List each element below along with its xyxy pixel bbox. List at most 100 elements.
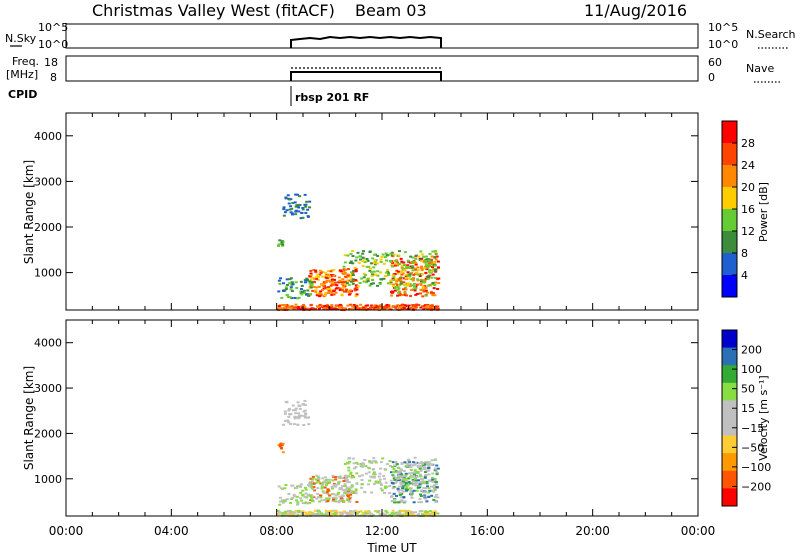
range-gate-cell (363, 512, 367, 515)
range-gate-cell (283, 511, 287, 514)
range-gate-cell (362, 276, 366, 279)
range-gate-cell (431, 294, 435, 297)
range-gate-cell (414, 306, 418, 309)
range-gate-cell (309, 278, 313, 281)
range-gate-cell (310, 281, 314, 284)
range-gate-cell (405, 278, 409, 281)
range-gate-cell (374, 461, 378, 464)
range-gate-cell (318, 295, 322, 298)
range-gate-cell (338, 269, 342, 272)
range-gate-cell (422, 281, 426, 284)
range-gate-cell (435, 307, 439, 310)
range-gate-cell (411, 265, 415, 268)
range-gate-cell (316, 487, 320, 490)
range-gate-cell (364, 510, 368, 513)
range-gate-cell (323, 307, 327, 310)
range-gate-cell (424, 305, 428, 308)
range-gate-cell (322, 491, 326, 494)
range-gate-cell (300, 293, 304, 296)
range-gate-cell (297, 414, 301, 417)
range-gate-cell (368, 307, 372, 310)
range-gate-cell (402, 307, 406, 310)
range-gate-cell (429, 292, 433, 295)
range-gate-cell (330, 291, 334, 294)
range-gate-cell (317, 513, 321, 516)
colorbar-swatch (722, 470, 737, 489)
range-gate-cell (373, 253, 377, 256)
range-gate-cell (324, 287, 328, 290)
range-gate-cell (372, 457, 376, 460)
range-gate-cell (303, 416, 307, 419)
range-gate-cell (414, 293, 418, 296)
range-gate-cell (430, 255, 434, 258)
range-gate-cell (295, 495, 299, 498)
range-gate-cell (340, 293, 344, 296)
range-gate-cell (369, 475, 373, 478)
range-gate-cell (411, 514, 415, 517)
range-gate-cell (277, 243, 281, 246)
range-gate-cell (330, 304, 334, 307)
range-gate-cell (330, 283, 334, 286)
range-gate-cell (379, 271, 383, 274)
range-gate-cell (391, 509, 395, 512)
range-gate-cell (309, 483, 313, 486)
range-gate-cell (342, 290, 346, 293)
velocity-colorbar-frame (721, 329, 738, 507)
range-gate-cell (430, 283, 434, 286)
range-gate-cell (299, 497, 303, 500)
range-gate-cell (397, 501, 401, 504)
range-gate-cell (400, 500, 404, 503)
range-gate-cell (327, 481, 331, 484)
range-gate-cell (364, 472, 368, 475)
colorbar-tick-label: 15 (741, 402, 755, 415)
range-gate-cell (405, 489, 409, 492)
range-gate-cell (349, 471, 353, 474)
range-gate-cell (433, 458, 437, 461)
range-gate-cell (392, 470, 396, 473)
range-gate-cell (330, 493, 334, 496)
range-gate-cell (349, 496, 353, 499)
range-gate-cell (321, 490, 325, 493)
range-gate-cell (388, 464, 392, 467)
range-gate-cell (396, 272, 400, 275)
range-gate-cell (423, 494, 427, 497)
range-gate-cell (308, 200, 312, 203)
range-gate-cell (419, 288, 423, 291)
range-gate-cell (409, 491, 413, 494)
range-gate-cell (397, 489, 401, 492)
range-gate-cell (431, 292, 435, 295)
range-gate-cell (397, 512, 401, 515)
colorbar-tick-label: 28 (741, 137, 755, 150)
range-gate-cell (424, 260, 428, 263)
range-gate-cell (405, 267, 409, 270)
range-gate-cell (300, 512, 304, 515)
range-gate-cell (331, 496, 335, 499)
range-gate-cell (423, 471, 427, 474)
range-gate-cell (404, 286, 408, 289)
range-gate-cell (389, 279, 393, 282)
range-gate-cell (310, 480, 314, 483)
range-gate-cell (349, 511, 353, 514)
range-gate-cell (418, 480, 422, 483)
range-gate-cell (418, 274, 422, 277)
range-gate-cell (427, 464, 431, 467)
freq-right-tick-top: 60 (708, 56, 722, 69)
range-gate-cell (309, 274, 313, 277)
range-gate-cell (421, 513, 425, 516)
range-gate-cell (293, 417, 297, 420)
range-gate-cell (379, 258, 383, 261)
range-gate-cell (427, 512, 431, 515)
velocity-x-ticks: 00:00 04:00 08:00 12:00 16:00 20:00 00:00 (49, 320, 715, 538)
range-gate-cell (345, 486, 349, 489)
velocity-colorbar-label: Velocity [m s⁻¹] (757, 375, 770, 460)
noise-right-label: N.Search (746, 28, 796, 41)
range-gate-cell (400, 488, 404, 491)
range-gate-cell (291, 409, 295, 412)
range-gate-cell (308, 513, 312, 516)
range-gate-cell (326, 291, 330, 294)
range-gate-cell (387, 282, 391, 285)
range-gate-cell (386, 272, 390, 275)
range-gate-cell (436, 305, 440, 308)
plot-title: Christmas Valley West (fitACF) (92, 1, 335, 20)
range-gate-cell (342, 500, 346, 503)
